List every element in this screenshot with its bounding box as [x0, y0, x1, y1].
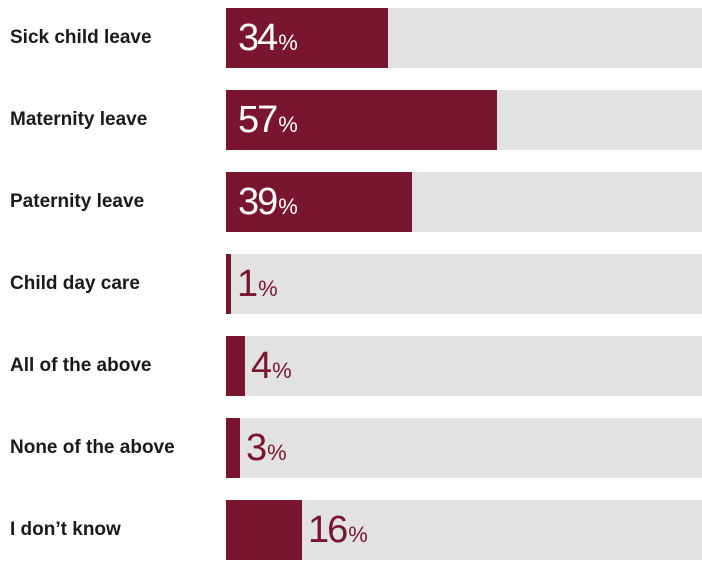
- bar-row: All of the above 4%: [0, 336, 702, 396]
- bar-row: None of the above 3%: [0, 418, 702, 478]
- bar-track: 34%: [226, 8, 702, 68]
- bar: [226, 336, 245, 396]
- value-label: 34%: [238, 8, 298, 68]
- category-label: Sick child leave: [10, 27, 152, 48]
- category-label: All of the above: [10, 355, 152, 376]
- value-unit: %: [278, 30, 298, 55]
- value-label: 1%: [237, 254, 278, 314]
- bar-track: 39%: [226, 172, 702, 232]
- category-label: Child day care: [10, 273, 140, 294]
- bar-row: I don’t know 16%: [0, 500, 702, 560]
- value-number: 57: [238, 99, 278, 141]
- value-label: 4%: [251, 336, 292, 396]
- value-unit: %: [258, 276, 278, 301]
- bar: [226, 418, 240, 478]
- category-label: None of the above: [10, 437, 175, 458]
- value-label: 16%: [308, 500, 368, 560]
- bar: [226, 500, 302, 560]
- bar-track: 1%: [226, 254, 702, 314]
- value-label: 39%: [238, 172, 298, 232]
- value-label: 57%: [238, 90, 298, 150]
- bar-track: 4%: [226, 336, 702, 396]
- bar: [226, 8, 388, 68]
- value-unit: %: [278, 112, 298, 137]
- category-label: Paternity leave: [10, 191, 145, 212]
- value-unit: %: [267, 440, 287, 465]
- bar-row: Child day care 1%: [0, 254, 702, 314]
- horizontal-bar-chart: Sick child leave 34% Maternity leave 57% Pat…: [0, 8, 702, 560]
- value-number: 39: [238, 181, 278, 223]
- category-label: Maternity leave: [10, 109, 148, 130]
- value-label: 3%: [246, 418, 287, 478]
- value-number: 16: [308, 509, 348, 551]
- value-unit: %: [278, 194, 298, 219]
- category-label: I don’t know: [10, 519, 121, 540]
- bar-row: Paternity leave 39%: [0, 172, 702, 232]
- value-unit: %: [272, 358, 292, 383]
- bar-track: 16%: [226, 500, 702, 560]
- value-number: 4: [251, 345, 272, 387]
- bar-track: 3%: [226, 418, 702, 478]
- value-unit: %: [348, 522, 368, 547]
- bar-row: Sick child leave 34%: [0, 8, 702, 68]
- value-number: 3: [246, 427, 267, 469]
- bar-track: 57%: [226, 90, 702, 150]
- bar: [226, 254, 231, 314]
- bar: [226, 172, 412, 232]
- bar-row: Maternity leave 57%: [0, 90, 702, 150]
- value-number: 34: [238, 17, 278, 59]
- bar: [226, 90, 497, 150]
- value-number: 1: [237, 263, 258, 305]
